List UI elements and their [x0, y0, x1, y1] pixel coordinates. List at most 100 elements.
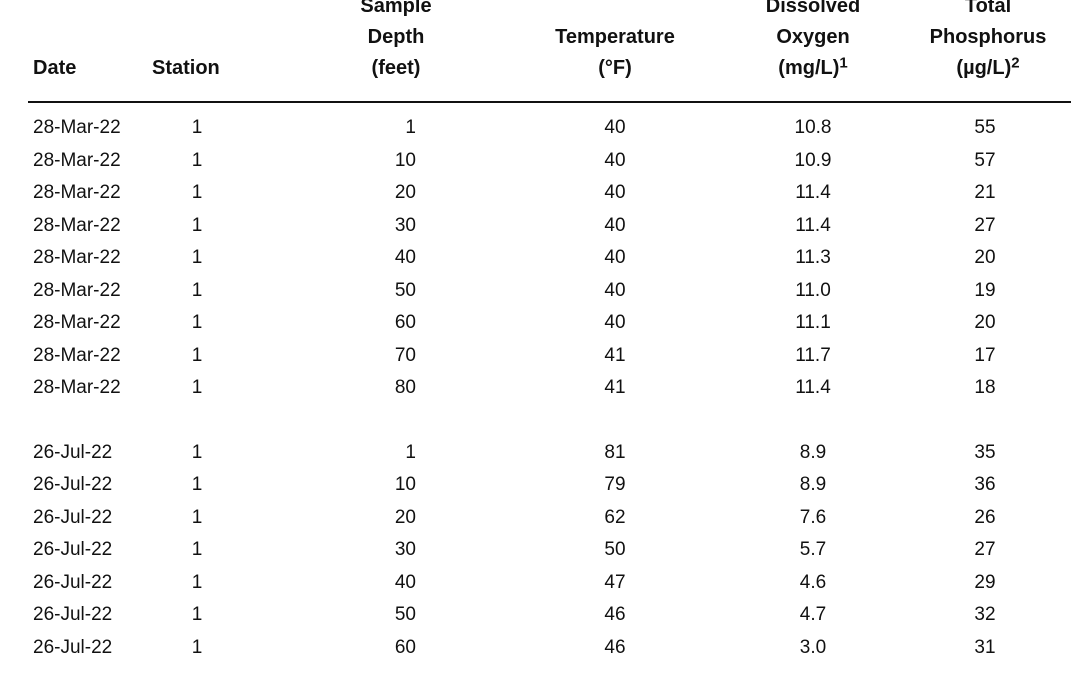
cell-total-phosphorus: 20	[974, 312, 996, 333]
cell-date: 28-Mar-22	[33, 345, 121, 366]
table-row: 28-Mar-22 1 30 40 11.4 27	[0, 210, 1080, 242]
cell-dissolved-oxygen: 11.4	[795, 182, 831, 203]
cell-total-phosphorus: 32	[974, 604, 996, 625]
cell-total-phosphorus: 26	[974, 507, 996, 528]
cell-dissolved-oxygen: 8.9	[799, 474, 827, 495]
cell-temperature: 79	[604, 474, 626, 495]
cell-depth: 50	[394, 280, 416, 301]
cell-temperature: 47	[604, 572, 626, 593]
cell-depth: 30	[394, 215, 416, 236]
footnote-marker-1: 1	[839, 54, 848, 72]
cell-dissolved-oxygen: 10.8	[794, 117, 832, 138]
cell-total-phosphorus: 21	[974, 182, 996, 203]
table-row: 28-Mar-22 1 50 40 11.0 19	[0, 275, 1080, 307]
cell-total-phosphorus: 31	[974, 637, 996, 658]
cell-dissolved-oxygen: 5.7	[799, 539, 827, 560]
cell-dissolved-oxygen: 8.9	[799, 442, 827, 463]
cell-total-phosphorus: 35	[974, 442, 996, 463]
cell-temperature: 46	[604, 637, 626, 658]
cell-date: 28-Mar-22	[33, 150, 121, 171]
cell-depth: 80	[394, 377, 416, 398]
cell-date: 26-Jul-22	[33, 442, 113, 463]
cell-dissolved-oxygen: 11.3	[795, 247, 831, 268]
header-temperature: Temperature (°F)	[555, 26, 675, 79]
cell-depth: 40	[394, 247, 416, 268]
cell-depth: 10	[394, 474, 416, 495]
table-row: 26-Jul-22 1 10 79 8.9 36	[0, 469, 1080, 501]
cell-station: 1	[191, 539, 203, 560]
cell-date: 28-Mar-22	[33, 117, 121, 138]
cell-date: 28-Mar-22	[33, 280, 121, 301]
cell-date: 28-Mar-22	[33, 377, 121, 398]
cell-dissolved-oxygen: 11.4	[795, 215, 831, 236]
cell-station: 1	[191, 215, 203, 236]
cell-date: 26-Jul-22	[33, 507, 113, 528]
cell-depth: 1	[405, 117, 416, 138]
cell-temperature: 62	[604, 507, 626, 528]
table-row: 26-Jul-22 1 30 50 5.7 27	[0, 534, 1080, 566]
cell-station: 1	[191, 280, 203, 301]
cell-date: 28-Mar-22	[33, 182, 121, 203]
cell-station: 1	[191, 312, 203, 333]
cell-station: 1	[191, 345, 203, 366]
cell-total-phosphorus: 20	[974, 247, 996, 268]
cell-station: 1	[191, 247, 203, 268]
cell-total-phosphorus: 55	[974, 117, 996, 138]
cell-total-phosphorus: 27	[974, 215, 996, 236]
cell-depth: 10	[394, 150, 416, 171]
cell-station: 1	[191, 117, 203, 138]
cell-temperature: 40	[604, 247, 626, 268]
cell-total-phosphorus: 17	[974, 345, 996, 366]
cell-total-phosphorus: 57	[974, 150, 996, 171]
header-dissolved-oxygen-unit: (mg/L)1	[778, 54, 848, 79]
table-row: 26-Jul-22 1 40 47 4.6 29	[0, 567, 1080, 599]
cell-temperature: 41	[604, 377, 626, 398]
cell-temperature: 40	[604, 182, 626, 203]
header-station: Station	[152, 57, 220, 79]
cell-date: 28-Mar-22	[33, 215, 121, 236]
cell-depth: 20	[394, 507, 416, 528]
header-sample-depth: Sample Depth (feet)	[360, 0, 432, 79]
cell-station: 1	[191, 572, 203, 593]
cell-total-phosphorus: 18	[974, 377, 996, 398]
cell-temperature: 50	[604, 539, 626, 560]
table-row: 28-Mar-22 1 40 40 11.3 20	[0, 242, 1080, 274]
cell-dissolved-oxygen: 11.7	[795, 345, 831, 366]
cell-depth: 1	[405, 442, 416, 463]
footnote-marker-2: 2	[1011, 54, 1020, 72]
cell-total-phosphorus: 27	[974, 539, 996, 560]
header-total-phosphorus: Total Phosphorus (µg/L)2	[908, 0, 1068, 84]
table-row: 26-Jul-22 1 60 46 3.0 31	[0, 632, 1080, 664]
header-total-phosphorus-unit: (µg/L)2	[956, 54, 1020, 79]
cell-station: 1	[191, 637, 203, 658]
cell-dissolved-oxygen: 7.6	[799, 507, 827, 528]
cell-depth: 70	[394, 345, 416, 366]
table-row: 28-Mar-22 1 10 40 10.9 57	[0, 145, 1080, 177]
cell-date: 26-Jul-22	[33, 604, 113, 625]
cell-date: 26-Jul-22	[33, 539, 113, 560]
cell-temperature: 40	[604, 280, 626, 301]
cell-station: 1	[191, 442, 203, 463]
cell-date: 28-Mar-22	[33, 247, 121, 268]
cell-depth: 30	[394, 539, 416, 560]
cell-total-phosphorus: 29	[974, 572, 996, 593]
cell-dissolved-oxygen: 11.0	[795, 280, 831, 301]
table-row: 28-Mar-22 1 20 40 11.4 21	[0, 177, 1080, 209]
cell-total-phosphorus: 36	[974, 474, 996, 495]
header-date: Date	[33, 57, 77, 79]
cell-station: 1	[191, 604, 203, 625]
cell-station: 1	[191, 474, 203, 495]
table-row: 28-Mar-22 1 80 41 11.4 18	[0, 372, 1080, 404]
cell-station: 1	[191, 507, 203, 528]
cell-dissolved-oxygen: 3.0	[799, 637, 827, 658]
header-dissolved-oxygen: Dissolved Oxygen (mg/L)1	[738, 0, 888, 84]
table-row: 28-Mar-22 1 70 41 11.7 17	[0, 340, 1080, 372]
table-row: 28-Mar-22 1 60 40 11.1 20	[0, 307, 1080, 339]
cell-temperature: 40	[604, 150, 626, 171]
cell-temperature: 46	[604, 604, 626, 625]
cell-depth: 60	[394, 637, 416, 658]
cell-dissolved-oxygen: 4.6	[799, 572, 827, 593]
cell-date: 26-Jul-22	[33, 474, 113, 495]
cell-station: 1	[191, 150, 203, 171]
